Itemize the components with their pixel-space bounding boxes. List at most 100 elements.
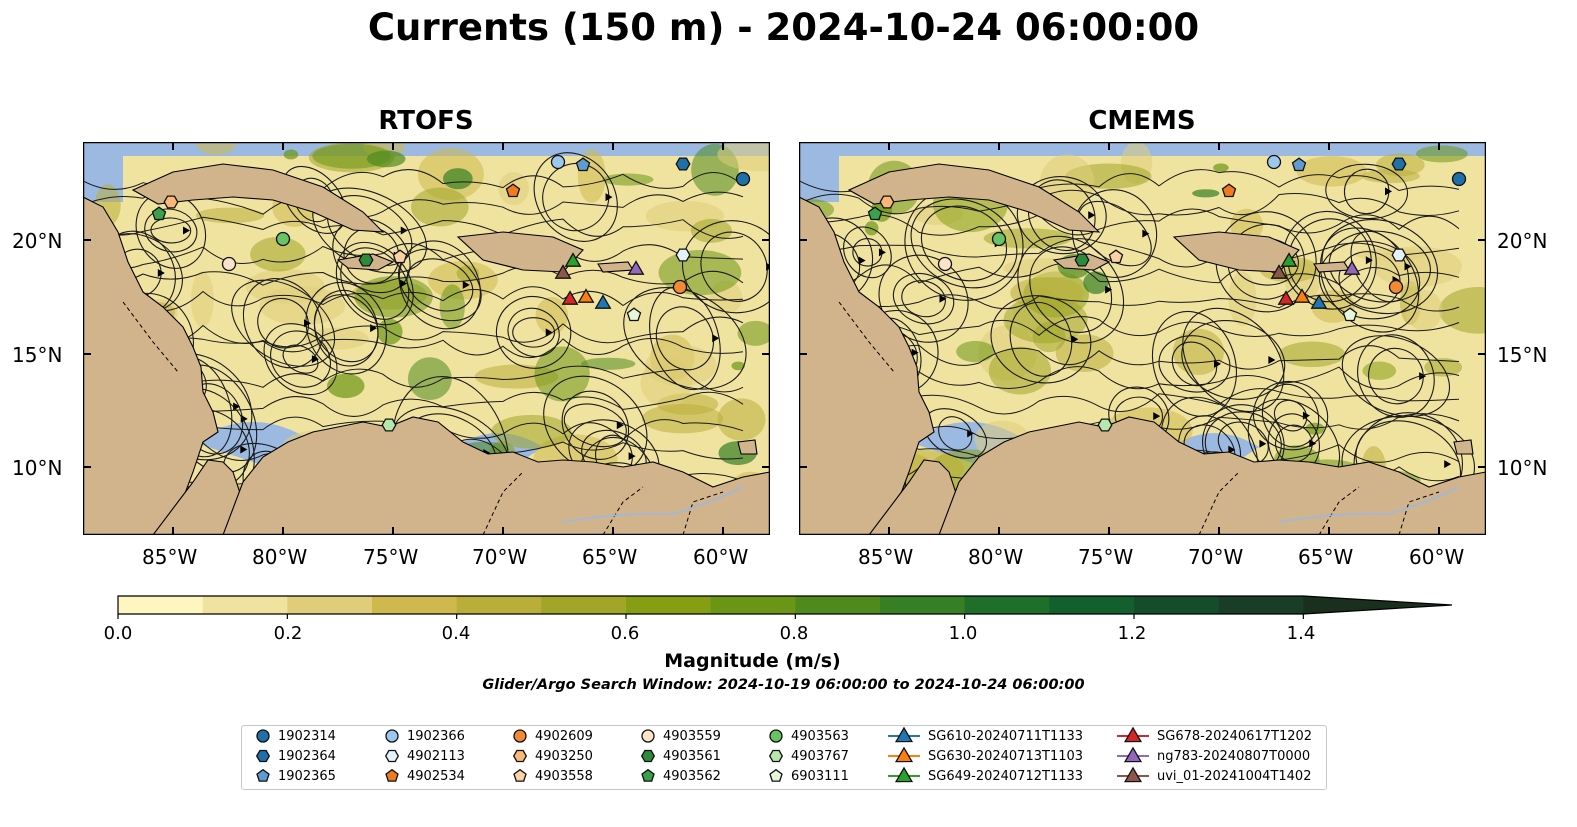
legend-marker-1902364 [255,749,271,763]
land-mass [938,416,1486,535]
legend-item-4903559: 4903559 [639,726,721,746]
marker-4903559 [937,256,953,272]
legend-item-4903563: 4903563 [767,726,849,746]
lat-label-10n-left: 10°N [12,456,63,480]
colorbar-segment [880,596,966,614]
legend-item-1902365: 1902365 [254,766,336,786]
marker-SG630-20240713T1103 [1293,288,1311,303]
legend-item-4902609: 4902609 [511,726,593,746]
marker-4903561 [1074,253,1090,267]
legend-marker-4902609 [513,729,527,743]
legend-item-4903250: 4903250 [511,746,593,766]
legend-item-1902366: 1902366 [383,726,465,746]
panel-title-cmems: CMEMS [1088,106,1196,136]
map-frame [83,142,770,535]
marker-4903558 [392,249,408,264]
marker-4903562 [151,206,167,221]
lon-label-60w-right: 60°W [1409,545,1465,569]
legend-marker-4903563 [769,729,783,743]
colorbar-segment [118,596,204,614]
legend-item-4903767: 4903767 [767,746,849,766]
legend-marker-sg678 [1117,726,1149,743]
land-mass [737,439,758,455]
legend-item-4903558: 4903558 [511,766,593,786]
colorbar-extend-arrow [1303,596,1452,614]
legend-marker-4902534 [385,768,399,782]
land-mass [1313,261,1350,273]
colorbar-segment [541,596,627,614]
marker-4903563 [275,231,291,247]
observation-markers [151,154,751,432]
colorbar-segment [1049,596,1135,614]
observation-markers [867,154,1467,432]
land-mass [131,163,385,233]
legend-marker-4903561 [640,749,656,763]
marker-1902366 [1266,154,1282,170]
lon-label-75w-right: 75°W [1078,545,1134,569]
colorbar-segment [1218,596,1304,614]
marker-6903111 [1342,307,1358,322]
legend-item-sg630: SG630-20240713T1103 [886,746,1083,766]
lat-label-15n-left: 15°N [12,343,63,367]
panel-title-rtofs: RTOFS [378,106,474,136]
marker-1902314 [1451,171,1467,187]
marker-4903767 [1097,418,1113,432]
colorbar-tick-4: 0.8 [779,623,809,644]
marker-SG630-20240713T1103 [577,288,595,303]
legend-item-sg678: SG678-20240617T1202 [1115,726,1312,746]
legend-marker-4903250 [512,749,528,763]
legend-marker-ng783 [1117,746,1149,763]
colorbar-tick-0: 0.0 [103,623,133,644]
colorbar-tick-3: 0.6 [610,623,640,644]
marker-1902314 [735,171,751,187]
colorbar-tick-2: 0.4 [441,623,471,644]
marker-1902365 [575,157,591,172]
search-window-caption: Glider/Argo Search Window: 2024-10-19 06… [482,677,1085,693]
legend-item-sg649: SG649-20240712T1133 [886,766,1083,786]
marker-SG610-20240711T1133 [1310,294,1328,309]
legend: 1902314 1902364 1902365 1902366 4902113 … [241,725,1327,790]
marker-4902534 [505,183,521,198]
legend-item-1902364: 1902364 [254,746,336,766]
marker-4902534 [1221,183,1237,198]
lon-label-70w-left: 70°W [472,545,528,569]
lon-label-75w-left: 75°W [363,545,419,569]
legend-item-uvi01: uvi_01-20241004T1402 [1115,766,1311,786]
legend-item-sg610: SG610-20240711T1133 [886,726,1083,746]
colorbar-segment [372,596,458,614]
marker-SG649-20240712T1133 [1280,252,1298,267]
lon-label-80w-right: 80°W [968,545,1024,569]
legend-marker-sg630 [888,746,920,763]
legend-marker-4903562 [641,768,655,782]
marker-uvi_01-20241004T1402 [554,264,572,279]
land-mass [222,416,770,535]
map-panel-cmems [799,142,1486,535]
marker-uvi_01-20241004T1402 [1270,264,1288,279]
legend-item-4902534: 4902534 [383,766,465,786]
legend-marker-1902366 [385,729,399,743]
marker-4903563 [991,231,1007,247]
lon-label-65w-right: 65°W [1298,545,1354,569]
legend-marker-sg649 [888,766,920,783]
lon-label-80w-left: 80°W [252,545,308,569]
marker-1902366 [550,154,566,170]
colorbar-tick-5: 1.0 [948,623,978,644]
marker-SG649-20240712T1133 [564,252,582,267]
colorbar-segment [710,596,796,614]
legend-marker-6903111 [769,768,783,782]
colorbar-label: Magnitude (m/s) [664,650,841,672]
marker-1902364 [1391,157,1407,171]
legend-marker-1902314 [256,729,270,743]
lon-label-85w-right: 85°W [858,545,914,569]
legend-item-1902314: 1902314 [254,726,336,746]
marker-4903250 [163,195,179,209]
marker-4902609 [672,279,688,295]
colorbar-segment [202,596,288,614]
figure-title: Currents (150 m) - 2024-10-24 06:00:00 [367,6,1200,49]
legend-marker-4903767 [768,749,784,763]
lon-label-65w-left: 65°W [582,545,638,569]
marker-4903767 [381,418,397,432]
lat-label-20n-left: 20°N [12,229,63,253]
colorbar-segment [287,596,373,614]
lon-label-85w-left: 85°W [142,545,198,569]
